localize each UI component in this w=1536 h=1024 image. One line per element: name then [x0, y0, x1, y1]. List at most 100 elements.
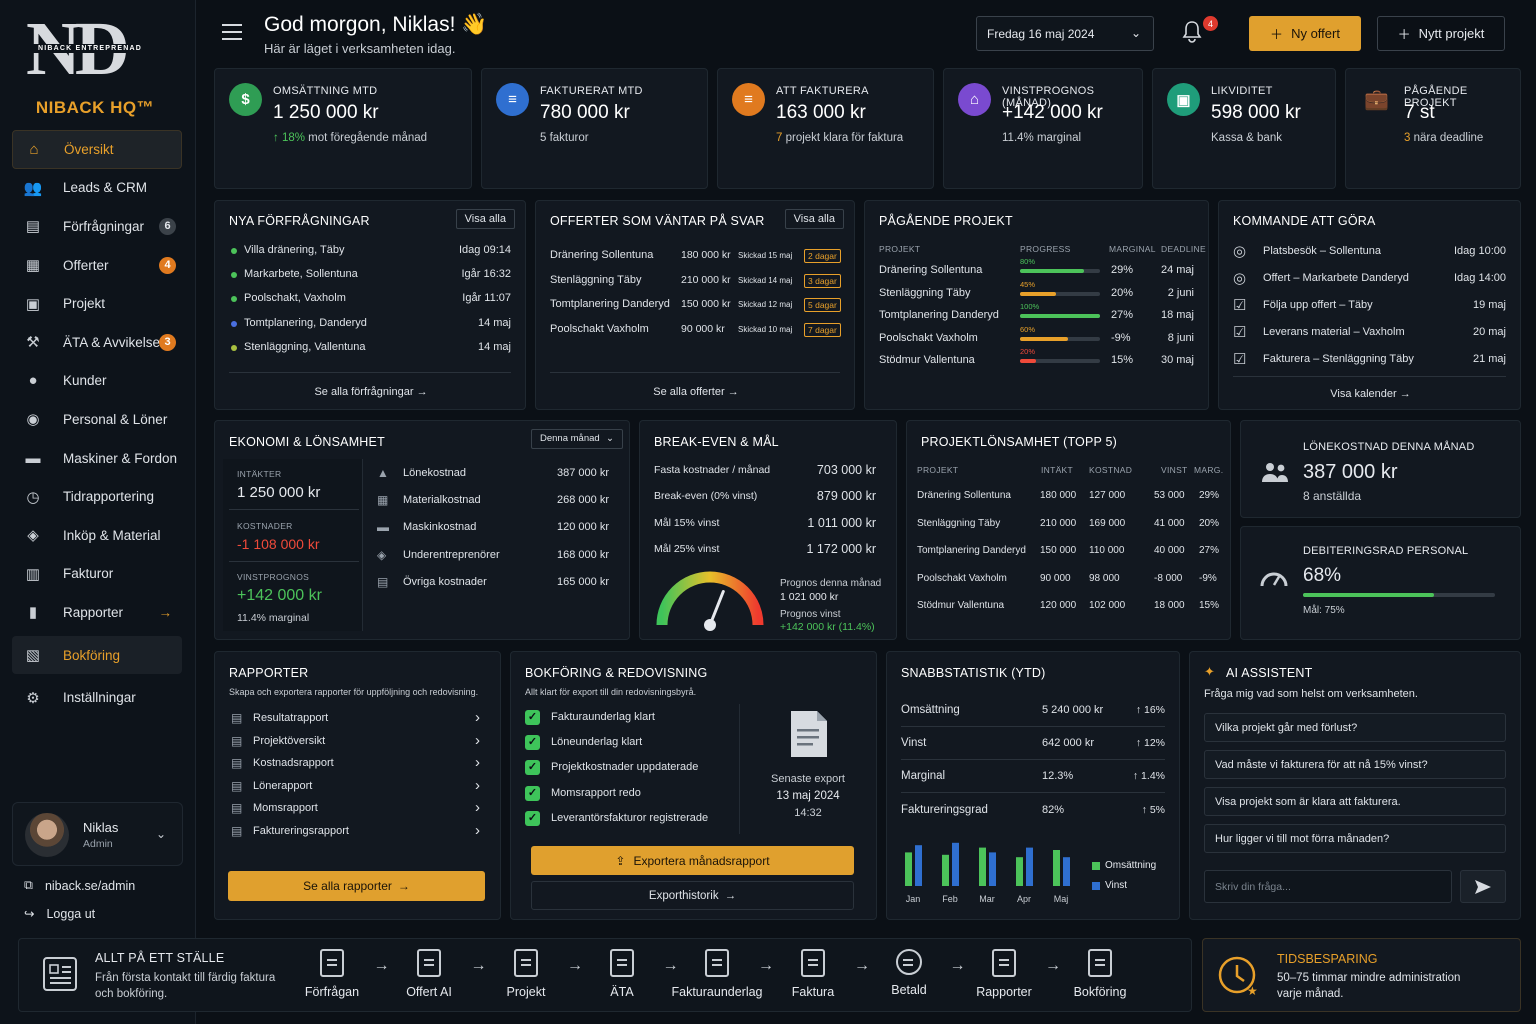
offer-item[interactable]: Dränering Sollentuna — [550, 249, 654, 261]
count-badge: 4 — [159, 256, 176, 274]
user-icon: ▲ — [377, 466, 389, 480]
bar-Vinst-Mar — [989, 852, 996, 886]
ai-suggestion[interactable]: Vilka projekt går med förlust? — [1204, 713, 1506, 742]
profitability-row[interactable]: Dränering Sollentuna — [917, 490, 1011, 501]
period-select[interactable]: Denna månad ⌄ — [531, 429, 623, 449]
sidebar-item-0[interactable]: ⌂ Översikt — [12, 130, 182, 169]
workflow-step-2[interactable]: Projekt — [466, 949, 586, 999]
sidebar-item-6[interactable]: ● Kunder — [12, 362, 182, 401]
request-item[interactable]: Tomtplanering, Danderyd — [244, 316, 367, 329]
sidebar-item-13[interactable]: ▧ Bokföring — [12, 635, 182, 675]
profitability-row[interactable]: Stödmur Vallentuna — [917, 600, 1005, 611]
workflow-step-5[interactable]: Faktura — [753, 949, 873, 999]
progress-bar — [1020, 314, 1100, 319]
project-item[interactable]: Dränering Sollentuna — [879, 264, 983, 276]
check-circle-icon — [896, 949, 922, 975]
sidebar-item-11[interactable]: ▥ Fakturor — [12, 555, 182, 594]
ai-suggestion[interactable]: Hur ligger vi till mot förra månaden? — [1204, 824, 1506, 853]
user-menu[interactable]: Niklas Admin ⌄ — [12, 802, 183, 866]
admin-link[interactable]: ⧉ niback.se/admin — [24, 878, 136, 893]
report-item[interactable]: Projektöversikt — [253, 734, 326, 747]
checkbox-icon[interactable]: ☑ — [1233, 324, 1247, 341]
sidebar-item-10[interactable]: ◈ Inköp & Material — [12, 516, 182, 555]
checkbox-icon[interactable]: ☑ — [1233, 297, 1247, 314]
days-badge: 2 dagar — [804, 249, 841, 263]
request-item[interactable]: Markarbete, Sollentuna — [244, 268, 358, 281]
offers-see-all-link[interactable]: Se alla offerter → — [653, 386, 739, 398]
workflow-step-0[interactable]: Förfrågan — [272, 949, 392, 999]
brand-name: NIBACK HQ™ — [35, 98, 155, 117]
menu-icon[interactable] — [222, 24, 242, 45]
sidebar-item-7[interactable]: ◉ Personal & Löner — [12, 400, 182, 439]
logout-icon: ↪ — [24, 907, 35, 921]
project-item[interactable]: Stenläggning Täby — [879, 286, 971, 299]
workflow-step-7[interactable]: Rapporter — [944, 949, 1064, 999]
sidebar-item-5[interactable]: ⚒ ÄTA & Avvikelser 3 — [12, 323, 182, 362]
report-item[interactable]: Lönerapport — [253, 779, 313, 792]
ai-suggestion[interactable]: Visa projekt som är klara att fakturera. — [1204, 787, 1506, 816]
export-history-button[interactable]: Exporthistorik → — [531, 881, 854, 910]
chevron-right-icon: › — [475, 754, 480, 772]
count-badge: 3 — [159, 333, 176, 351]
new-offer-button[interactable]: ＋ Ny offert — [1249, 16, 1361, 51]
offers-view-all-button[interactable]: Visa alla — [784, 209, 844, 229]
notifications-button[interactable]: 4 — [1181, 16, 1218, 44]
requests-view-all-button[interactable]: Visa alla — [455, 209, 515, 229]
request-item[interactable]: Villa dränering, Täby — [244, 244, 345, 256]
new-project-button[interactable]: ＋ Nytt projekt — [1377, 16, 1505, 51]
count-badge: 6 — [159, 217, 176, 235]
chevron-right-icon: › — [475, 799, 480, 817]
see-all-reports-button[interactable]: Se alla rapporter → — [228, 871, 485, 901]
project-item[interactable]: Poolschakt Vaxholm — [879, 331, 978, 344]
offer-item[interactable]: Poolschakt Vaxholm — [550, 322, 649, 335]
circle-check-icon[interactable]: ◎ — [1233, 270, 1247, 287]
bar-Vinst-Maj — [1063, 857, 1070, 886]
ai-suggestion[interactable]: Vad måste vi fakturera för att nå 15% vi… — [1204, 750, 1506, 779]
workflow-step-3[interactable]: ÄTA — [562, 949, 682, 999]
sidebar-item-3[interactable]: ▦ Offerter 4 — [12, 246, 182, 285]
profitability-row[interactable]: Tomtplanering Danderyd — [917, 545, 1026, 556]
sidebar-item-8[interactable]: ▬ Maskiner & Fordon — [12, 439, 182, 478]
export-monthly-report-button[interactable]: ⇪ Exportera månadsrapport — [531, 846, 854, 875]
workflow-step-8[interactable]: Bokföring — [1040, 949, 1160, 999]
ai-question-input[interactable]: Skriv din fråga... — [1204, 870, 1452, 903]
sidebar-item-1[interactable]: 👥 Leads & CRM — [23, 179, 148, 197]
arrow-right-icon: → — [373, 957, 390, 974]
report-item[interactable]: Resultatrapport — [253, 712, 329, 724]
request-item[interactable]: Stenläggning, Vallentuna — [244, 340, 366, 353]
request-item[interactable]: Poolschakt, Vaxholm — [244, 292, 346, 305]
offer-item[interactable]: Stenläggning Täby — [550, 273, 642, 286]
ai-assistant-card: ✦ AI ASSISTENT Fråga mig vad som helst o… — [1189, 651, 1521, 920]
speedometer-icon — [1260, 572, 1288, 587]
svg-text:★: ★ — [1247, 984, 1258, 998]
workflow-step-1[interactable]: Offert AI — [369, 949, 489, 999]
project-item[interactable]: Tomtplanering Danderyd — [879, 309, 999, 322]
offer-item[interactable]: Tomtplanering Danderyd — [550, 298, 670, 311]
checkbox-icon[interactable]: ☑ — [1233, 351, 1247, 368]
circle-check-icon[interactable]: ◎ — [1233, 243, 1247, 260]
project-item[interactable]: Stödmur Vallentuna — [879, 354, 975, 367]
workflow-step-4[interactable]: Fakturaunderlag — [657, 949, 777, 999]
sidebar-item-4[interactable]: ▣ Projekt — [12, 284, 182, 323]
sidebar-item-14[interactable]: ⚙ Inställningar — [12, 678, 182, 717]
report-item[interactable]: Faktureringsrapport — [253, 825, 349, 837]
sidebar-item-2[interactable]: ▤ Förfrågningar 6 — [12, 207, 182, 246]
logout-link[interactable]: ↪ Logga ut — [24, 906, 96, 922]
requests-see-all-link[interactable]: Se alla förfrågningar → — [314, 386, 428, 398]
timesave-card: ★ TIDSBESPARING 50–75 timmar mindre admi… — [1202, 938, 1521, 1012]
progress-bar — [1020, 291, 1100, 296]
report-item[interactable]: Momsrapport — [253, 802, 318, 815]
sidebar-item-9[interactable]: ◷ Tidrapportering — [12, 477, 182, 516]
check-icon: ✓ — [525, 810, 540, 826]
arrow-right-icon: → — [949, 957, 966, 974]
send-button[interactable] — [1460, 870, 1506, 903]
profitability-row[interactable]: Poolschakt Vaxholm — [917, 572, 1007, 584]
wrench-icon: ⚒ — [26, 334, 40, 352]
report-item[interactable]: Kostnadsrapport — [253, 757, 334, 770]
view-calendar-link[interactable]: Visa kalender → — [1330, 388, 1411, 400]
todo-item: Offert – Markarbete Danderyd — [1263, 272, 1409, 284]
sidebar-item-12[interactable]: ▮ Rapporter → — [12, 593, 182, 632]
date-select[interactable]: Fredag 16 maj 2024 ⌄ — [976, 16, 1154, 51]
profitability-row[interactable]: Stenläggning Täby — [917, 517, 1001, 529]
workflow-step-6[interactable]: Betald — [849, 949, 969, 997]
